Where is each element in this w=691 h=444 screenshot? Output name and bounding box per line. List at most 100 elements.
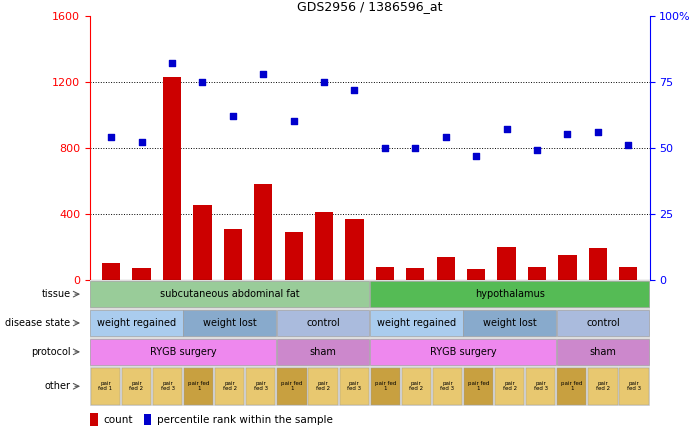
Text: pair fed
1: pair fed 1 — [281, 381, 303, 392]
Text: pair
fed 3: pair fed 3 — [627, 381, 641, 392]
Text: control: control — [586, 318, 620, 328]
FancyBboxPatch shape — [122, 368, 151, 404]
FancyBboxPatch shape — [370, 281, 650, 307]
Text: pair
fed 3: pair fed 3 — [533, 381, 548, 392]
Title: GDS2956 / 1386596_at: GDS2956 / 1386596_at — [297, 0, 442, 13]
Text: weight lost: weight lost — [203, 318, 256, 328]
FancyBboxPatch shape — [464, 368, 493, 404]
Text: pair fed
1: pair fed 1 — [468, 381, 489, 392]
Bar — [498, 247, 515, 280]
FancyBboxPatch shape — [370, 368, 400, 404]
FancyBboxPatch shape — [556, 339, 650, 365]
Point — [319, 78, 330, 85]
FancyBboxPatch shape — [91, 368, 120, 404]
Text: pair
fed 2: pair fed 2 — [316, 381, 330, 392]
Point — [471, 152, 482, 159]
Text: count: count — [103, 415, 133, 425]
Point — [106, 134, 117, 141]
Text: pair
fed 3: pair fed 3 — [254, 381, 268, 392]
FancyBboxPatch shape — [619, 368, 649, 404]
Bar — [528, 266, 546, 280]
Text: RYGB surgery: RYGB surgery — [430, 347, 496, 357]
Bar — [90, 413, 98, 425]
FancyBboxPatch shape — [526, 368, 556, 404]
Point — [410, 144, 421, 151]
Bar — [285, 232, 303, 280]
Text: pair
fed 2: pair fed 2 — [129, 381, 144, 392]
Text: RYGB surgery: RYGB surgery — [150, 347, 216, 357]
Text: weight regained: weight regained — [97, 318, 176, 328]
Point — [167, 59, 178, 67]
Bar — [163, 77, 181, 280]
Text: hypothalamus: hypothalamus — [475, 289, 545, 299]
Text: pair fed
1: pair fed 1 — [561, 381, 583, 392]
Bar — [406, 268, 424, 280]
Bar — [193, 206, 211, 280]
FancyBboxPatch shape — [557, 368, 587, 404]
Point — [197, 78, 208, 85]
Text: pair fed
1: pair fed 1 — [188, 381, 209, 392]
FancyBboxPatch shape — [495, 368, 524, 404]
Text: sham: sham — [589, 347, 616, 357]
FancyBboxPatch shape — [370, 310, 463, 336]
Bar — [224, 229, 242, 280]
FancyBboxPatch shape — [183, 310, 276, 336]
Point — [623, 142, 634, 149]
FancyBboxPatch shape — [401, 368, 431, 404]
FancyBboxPatch shape — [277, 368, 307, 404]
FancyBboxPatch shape — [153, 368, 182, 404]
Bar — [315, 212, 333, 280]
Text: other: other — [44, 381, 70, 391]
Text: control: control — [306, 318, 340, 328]
FancyBboxPatch shape — [433, 368, 462, 404]
FancyBboxPatch shape — [90, 310, 183, 336]
Bar — [437, 257, 455, 280]
Point — [136, 139, 147, 146]
Bar — [558, 255, 576, 280]
FancyBboxPatch shape — [308, 368, 338, 404]
Text: pair
fed 3: pair fed 3 — [347, 381, 361, 392]
Text: disease state: disease state — [6, 318, 70, 328]
Point — [501, 126, 512, 133]
Text: pair
fed 2: pair fed 2 — [596, 381, 610, 392]
FancyBboxPatch shape — [90, 339, 276, 365]
Bar — [254, 184, 272, 280]
Point — [531, 147, 542, 154]
FancyBboxPatch shape — [556, 310, 650, 336]
Bar — [102, 263, 120, 280]
Text: weight lost: weight lost — [483, 318, 536, 328]
Text: protocol: protocol — [31, 347, 70, 357]
Bar — [619, 266, 637, 280]
FancyBboxPatch shape — [215, 368, 245, 404]
Bar — [133, 268, 151, 280]
Text: pair
fed 1: pair fed 1 — [98, 381, 113, 392]
Text: pair fed
1: pair fed 1 — [375, 381, 396, 392]
Point — [379, 144, 390, 151]
Point — [288, 118, 299, 125]
Text: pair
fed 2: pair fed 2 — [223, 381, 237, 392]
Point — [227, 112, 238, 119]
Text: pair
fed 2: pair fed 2 — [409, 381, 424, 392]
FancyBboxPatch shape — [588, 368, 618, 404]
Text: percentile rank within the sample: percentile rank within the sample — [157, 415, 333, 425]
Bar — [376, 266, 394, 280]
Text: tissue: tissue — [41, 289, 70, 299]
FancyBboxPatch shape — [339, 368, 369, 404]
Bar — [346, 218, 363, 280]
Point — [592, 128, 603, 135]
FancyBboxPatch shape — [276, 339, 370, 365]
Text: weight regained: weight regained — [377, 318, 456, 328]
Text: pair
fed 3: pair fed 3 — [160, 381, 175, 392]
Bar — [467, 269, 485, 280]
FancyBboxPatch shape — [90, 281, 370, 307]
FancyBboxPatch shape — [463, 310, 556, 336]
Text: sham: sham — [310, 347, 337, 357]
FancyBboxPatch shape — [276, 310, 370, 336]
Text: pair
fed 3: pair fed 3 — [440, 381, 455, 392]
Bar — [589, 248, 607, 280]
Text: pair
fed 2: pair fed 2 — [502, 381, 517, 392]
FancyBboxPatch shape — [246, 368, 276, 404]
Point — [349, 86, 360, 93]
FancyBboxPatch shape — [184, 368, 214, 404]
Point — [440, 134, 451, 141]
